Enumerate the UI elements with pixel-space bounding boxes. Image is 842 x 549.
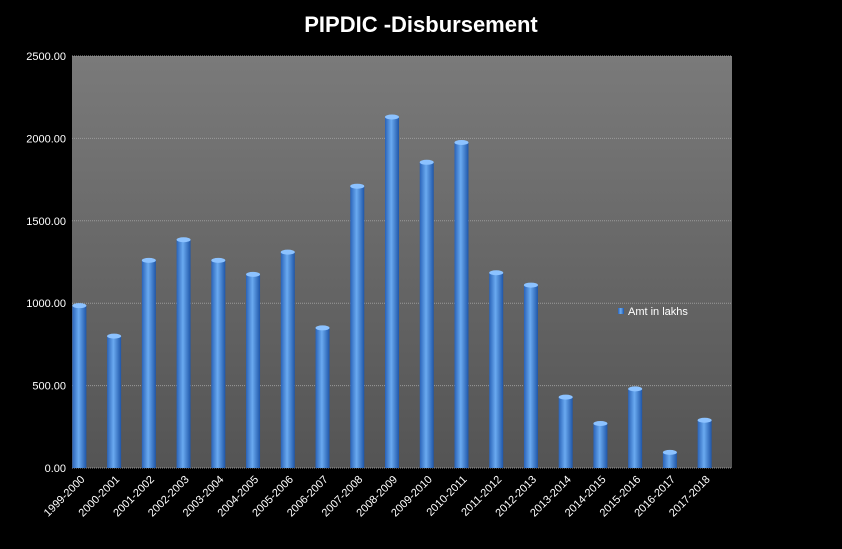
bar-body <box>280 252 295 468</box>
bar-body <box>141 260 156 468</box>
bar <box>385 114 399 468</box>
bar <box>628 386 643 468</box>
bar-cap <box>176 237 191 243</box>
y-tick-label: 1000.00 <box>26 298 66 310</box>
bar-body <box>558 397 573 468</box>
bar-cap <box>523 282 538 288</box>
bar-body <box>385 116 399 468</box>
bar-cap <box>697 417 712 423</box>
bar-body <box>489 272 504 468</box>
bar <box>523 282 538 468</box>
bar-body <box>315 327 330 468</box>
bar-body <box>176 239 191 468</box>
legend-swatch <box>618 308 624 314</box>
bar-body <box>662 452 677 468</box>
bar-cap <box>141 257 156 263</box>
bar <box>489 270 504 468</box>
bar-cap <box>280 249 295 255</box>
bar <box>454 140 469 468</box>
bar-body <box>107 336 122 468</box>
bar-cap <box>211 257 226 263</box>
bar <box>419 159 434 468</box>
bar <box>211 257 226 468</box>
y-tick-label: 500.00 <box>32 381 66 393</box>
bar <box>280 249 295 468</box>
bar-body <box>72 305 87 468</box>
bar-cap <box>454 140 469 146</box>
bar-cap <box>246 271 261 277</box>
bar <box>176 237 191 468</box>
bar-cap <box>72 303 87 309</box>
bar <box>246 271 261 468</box>
bar-body <box>697 420 712 468</box>
bar-cap <box>315 325 330 331</box>
bar <box>315 325 330 468</box>
bar-body <box>523 285 538 468</box>
bar-cap <box>593 421 608 427</box>
bar-body <box>593 423 608 468</box>
bar-cap <box>662 449 677 455</box>
y-tick-label: 2500.00 <box>26 51 66 63</box>
bar-cap <box>385 114 399 120</box>
bar <box>141 257 156 468</box>
legend-label: Amt in lakhs <box>628 306 688 318</box>
bar <box>662 449 677 468</box>
bar <box>72 303 87 468</box>
y-tick-label: 2000.00 <box>26 133 66 145</box>
bar-cap <box>419 159 434 165</box>
bar-body <box>211 260 226 468</box>
chart-title: PIPDIC -Disbursement <box>304 12 538 37</box>
bar <box>558 394 573 468</box>
bar-cap <box>107 333 122 339</box>
bar-body <box>454 142 469 468</box>
bar-body <box>246 274 261 468</box>
y-tick-label: 0.00 <box>45 463 66 475</box>
bar-cap <box>489 270 504 276</box>
bar-body <box>419 162 434 468</box>
bar <box>350 183 365 468</box>
y-tick-label: 1500.00 <box>26 216 66 228</box>
bar-body <box>350 186 365 468</box>
bar <box>697 417 712 468</box>
bar-body <box>628 388 643 468</box>
bar-cap <box>558 394 573 400</box>
bar <box>107 333 122 468</box>
bar-cap <box>628 386 643 392</box>
bar <box>593 421 608 468</box>
legend-item: Amt in lakhs <box>618 306 688 318</box>
bar-cap <box>350 183 365 189</box>
